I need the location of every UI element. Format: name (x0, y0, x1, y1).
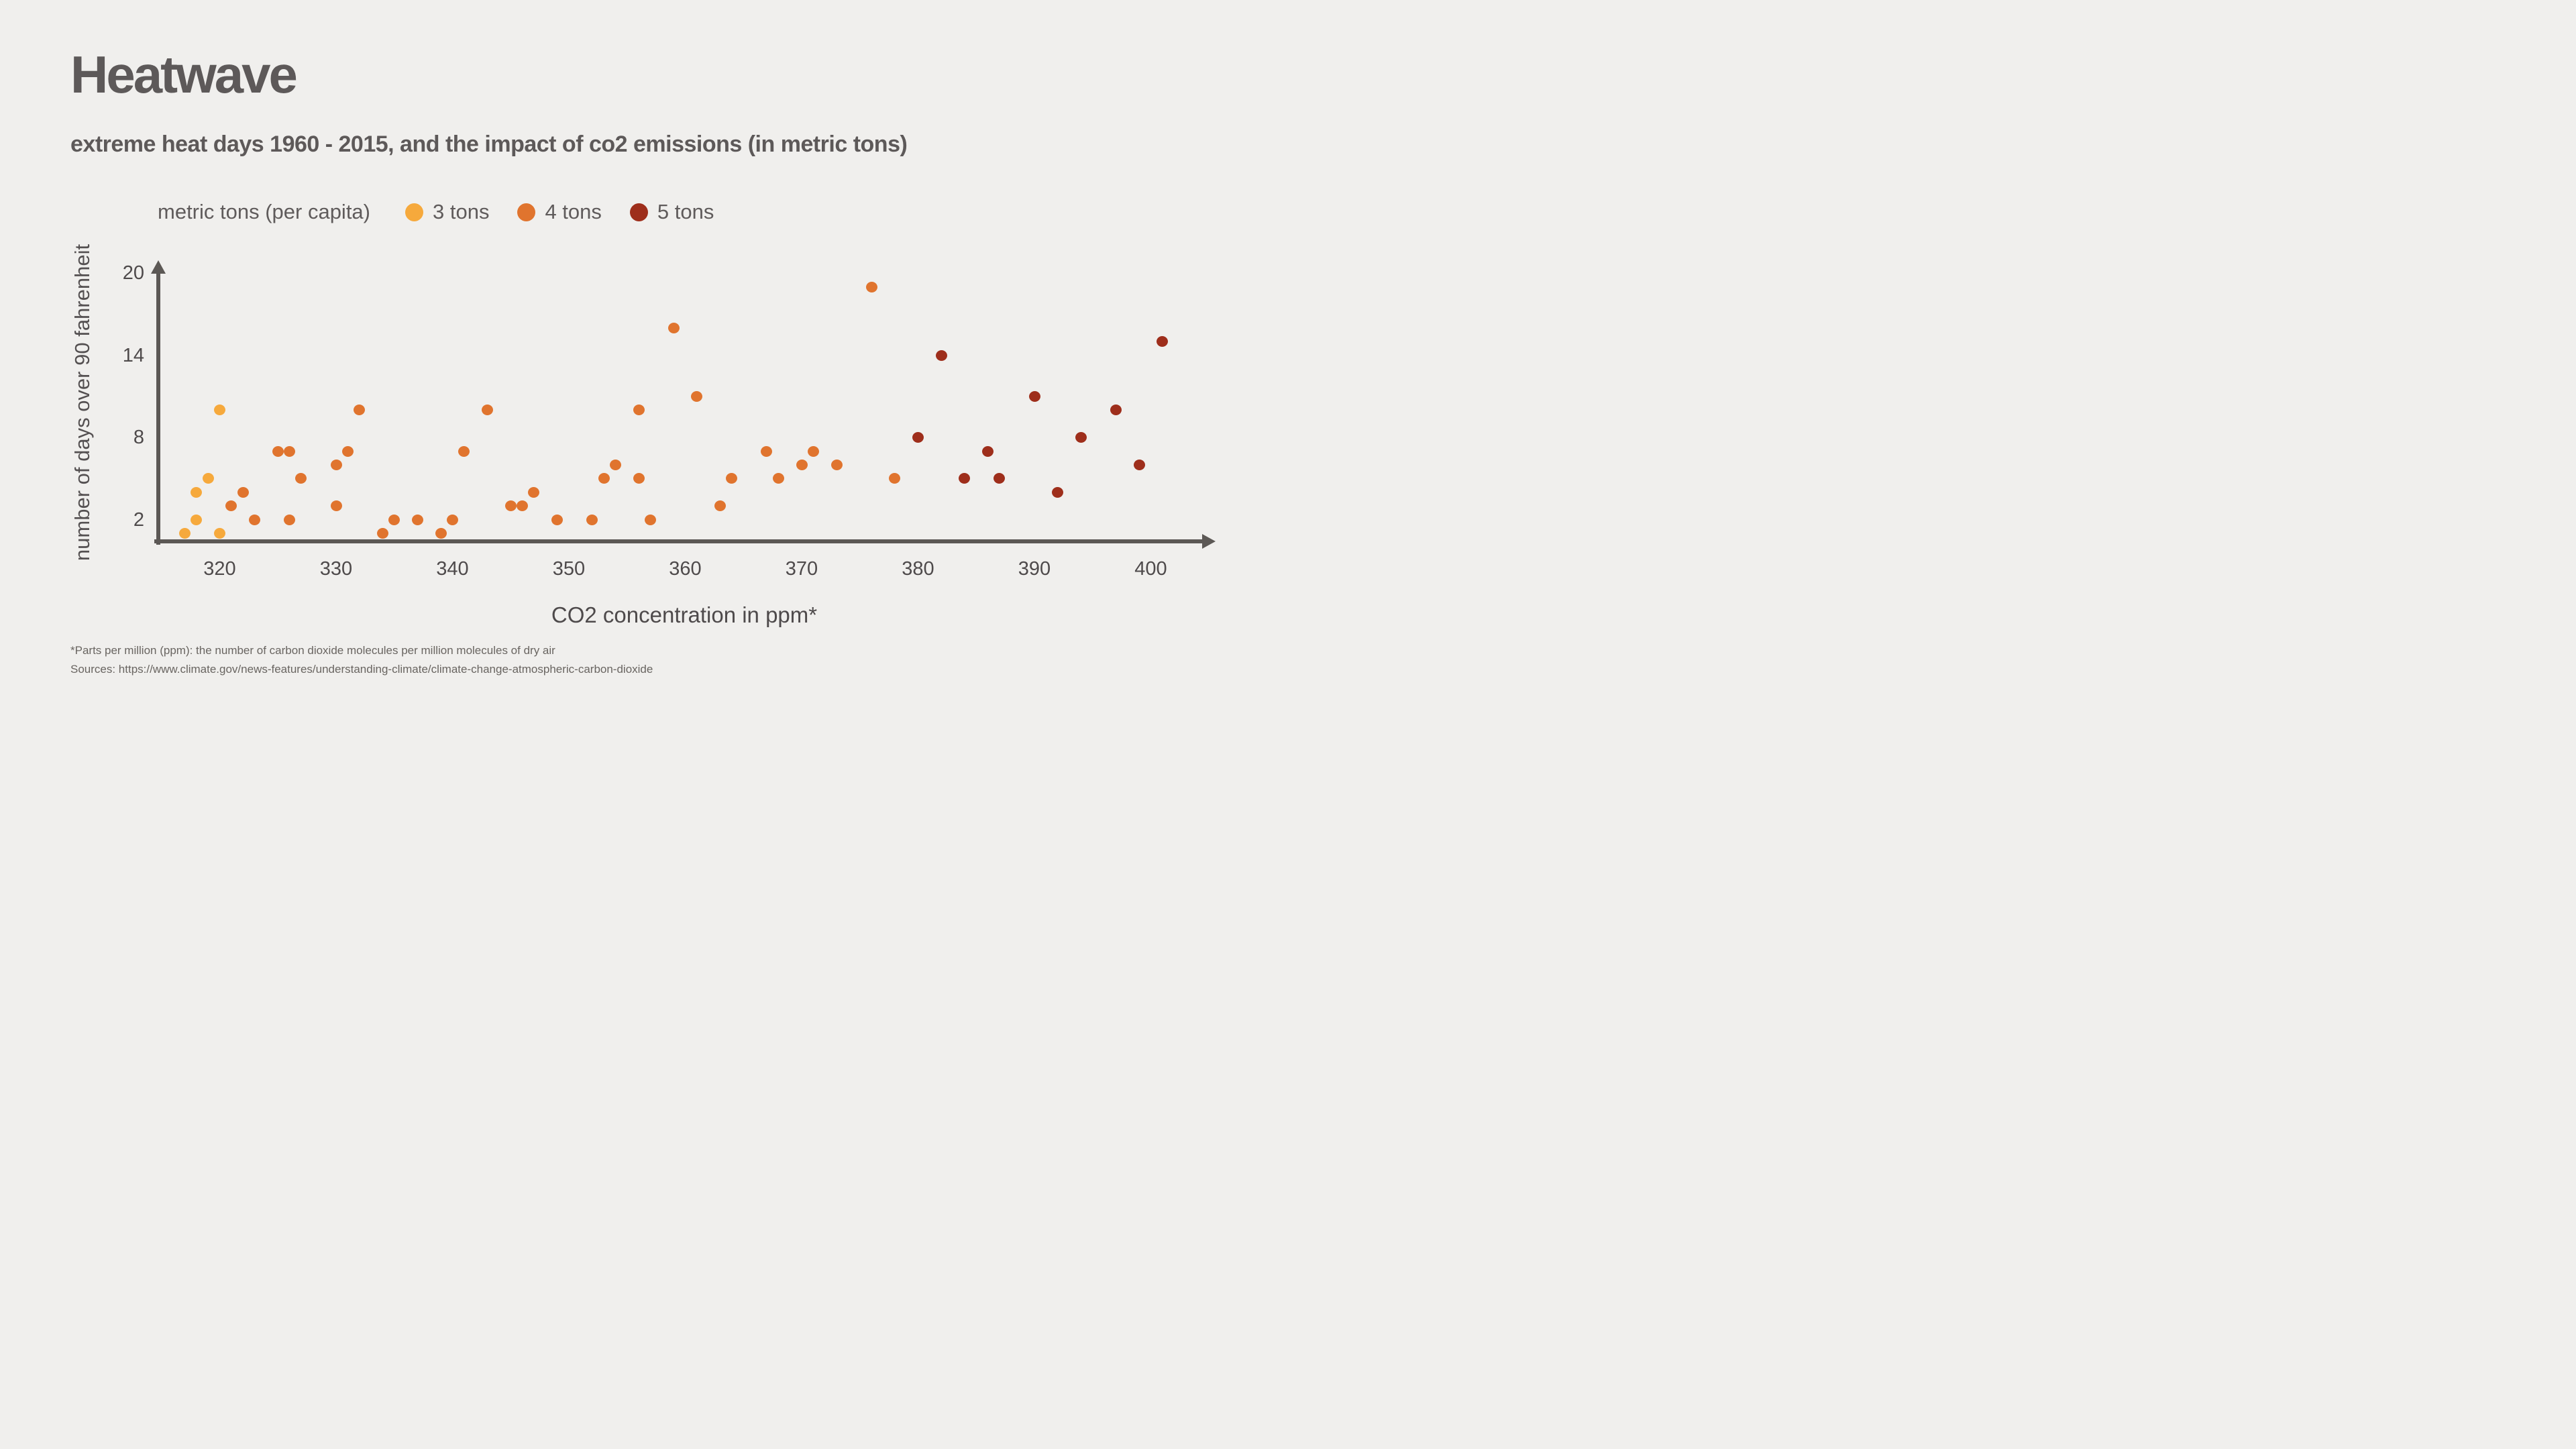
x-tick-label: 380 (902, 558, 934, 580)
data-point (214, 405, 225, 416)
data-point (376, 527, 388, 539)
sources-line: Sources: https://www.climate.gov/news-fe… (70, 663, 653, 676)
data-point (667, 323, 680, 334)
data-point (1110, 405, 1122, 416)
data-point (586, 514, 598, 525)
x-tick-label: 360 (669, 558, 702, 580)
legend-label: metric tons (per capita) (158, 200, 370, 223)
data-point (202, 473, 214, 484)
data-point (284, 514, 296, 525)
data-point (1075, 432, 1087, 443)
data-point (761, 445, 773, 457)
data-point (517, 500, 529, 512)
data-point (551, 514, 564, 525)
x-tick-label: 350 (552, 558, 586, 580)
data-point (272, 445, 284, 457)
data-point (1028, 390, 1040, 402)
y-tick-label: 20 (122, 262, 144, 284)
data-point (830, 459, 843, 470)
data-point (284, 445, 296, 457)
data-point (633, 405, 645, 416)
y-axis-arrow-icon (151, 260, 166, 274)
infographic-page: Heatwave extreme heat days 1960 - 2015, … (0, 0, 1288, 724)
data-point (330, 500, 342, 512)
data-point (726, 473, 738, 484)
legend-item: 3 tons (405, 200, 489, 224)
data-point (644, 514, 656, 525)
legend-dot-icon (517, 203, 536, 221)
legend-item-label: 3 tons (433, 200, 490, 223)
data-point (994, 473, 1006, 484)
data-point (609, 459, 621, 470)
data-point (633, 473, 645, 484)
legend-dot-icon (405, 203, 423, 221)
data-point (225, 500, 237, 512)
x-tick-label: 400 (1134, 558, 1167, 580)
data-point (191, 514, 203, 525)
data-point (388, 514, 400, 525)
legend-item-label: 4 tons (545, 200, 602, 223)
data-point (178, 527, 191, 539)
data-point (504, 500, 517, 512)
data-point (889, 473, 901, 484)
y-axis-line (156, 267, 160, 545)
legend-item: 4 tons (517, 200, 602, 224)
data-point (435, 527, 447, 539)
data-point (598, 473, 610, 484)
legend-items: 3 tons 4 tons 5 tons (405, 200, 714, 224)
x-tick-label: 320 (203, 558, 236, 580)
data-point (447, 514, 458, 525)
x-tick-label: 390 (1018, 558, 1051, 580)
y-tick-label: 2 (133, 508, 144, 531)
data-point (772, 473, 784, 484)
data-point (912, 432, 924, 443)
y-tick-label: 14 (122, 344, 144, 366)
data-point (237, 486, 249, 498)
y-axis-title: number of days over 90 fahrenheit (70, 244, 94, 561)
y-tick-label: 8 (133, 427, 144, 449)
data-point (865, 281, 877, 292)
data-point (354, 405, 366, 416)
data-point (528, 486, 540, 498)
data-point (935, 350, 947, 361)
data-point (807, 445, 819, 457)
page-subtitle: extreme heat days 1960 - 2015, and the i… (70, 131, 908, 157)
data-point (330, 459, 342, 470)
legend-item-label: 5 tons (657, 200, 714, 223)
data-point (796, 459, 808, 470)
data-point (1133, 459, 1145, 470)
data-point (411, 514, 423, 525)
legend: metric tons (per capita) 3 tons 4 tons 5 t… (158, 197, 714, 227)
x-tick-label: 330 (319, 558, 353, 580)
data-point (982, 445, 994, 457)
x-axis-line (154, 539, 1205, 543)
data-point (341, 445, 354, 457)
page-title: Heatwave (70, 45, 298, 104)
data-point (458, 445, 470, 457)
x-axis-arrow-icon (1202, 534, 1216, 549)
data-point (249, 514, 261, 525)
x-axis-title: CO2 concentration in ppm* (551, 602, 818, 627)
data-point (691, 390, 703, 402)
data-point (191, 486, 203, 498)
data-point (1157, 336, 1169, 347)
data-point (1052, 486, 1064, 498)
legend-item: 5 tons (629, 200, 714, 224)
x-tick-label: 340 (436, 558, 469, 580)
data-point (214, 527, 225, 539)
x-tick-label: 370 (785, 558, 818, 580)
data-point (295, 473, 307, 484)
data-point (959, 473, 971, 484)
scatter-plot: 2 8 14 20 320 330 340 350 360 370 380 390 400 numbe… (0, 0, 1288, 724)
data-point (482, 405, 494, 416)
legend-dot-icon (629, 203, 648, 221)
footnote: *Parts per million (ppm): the number of … (70, 644, 555, 657)
data-point (714, 500, 727, 512)
